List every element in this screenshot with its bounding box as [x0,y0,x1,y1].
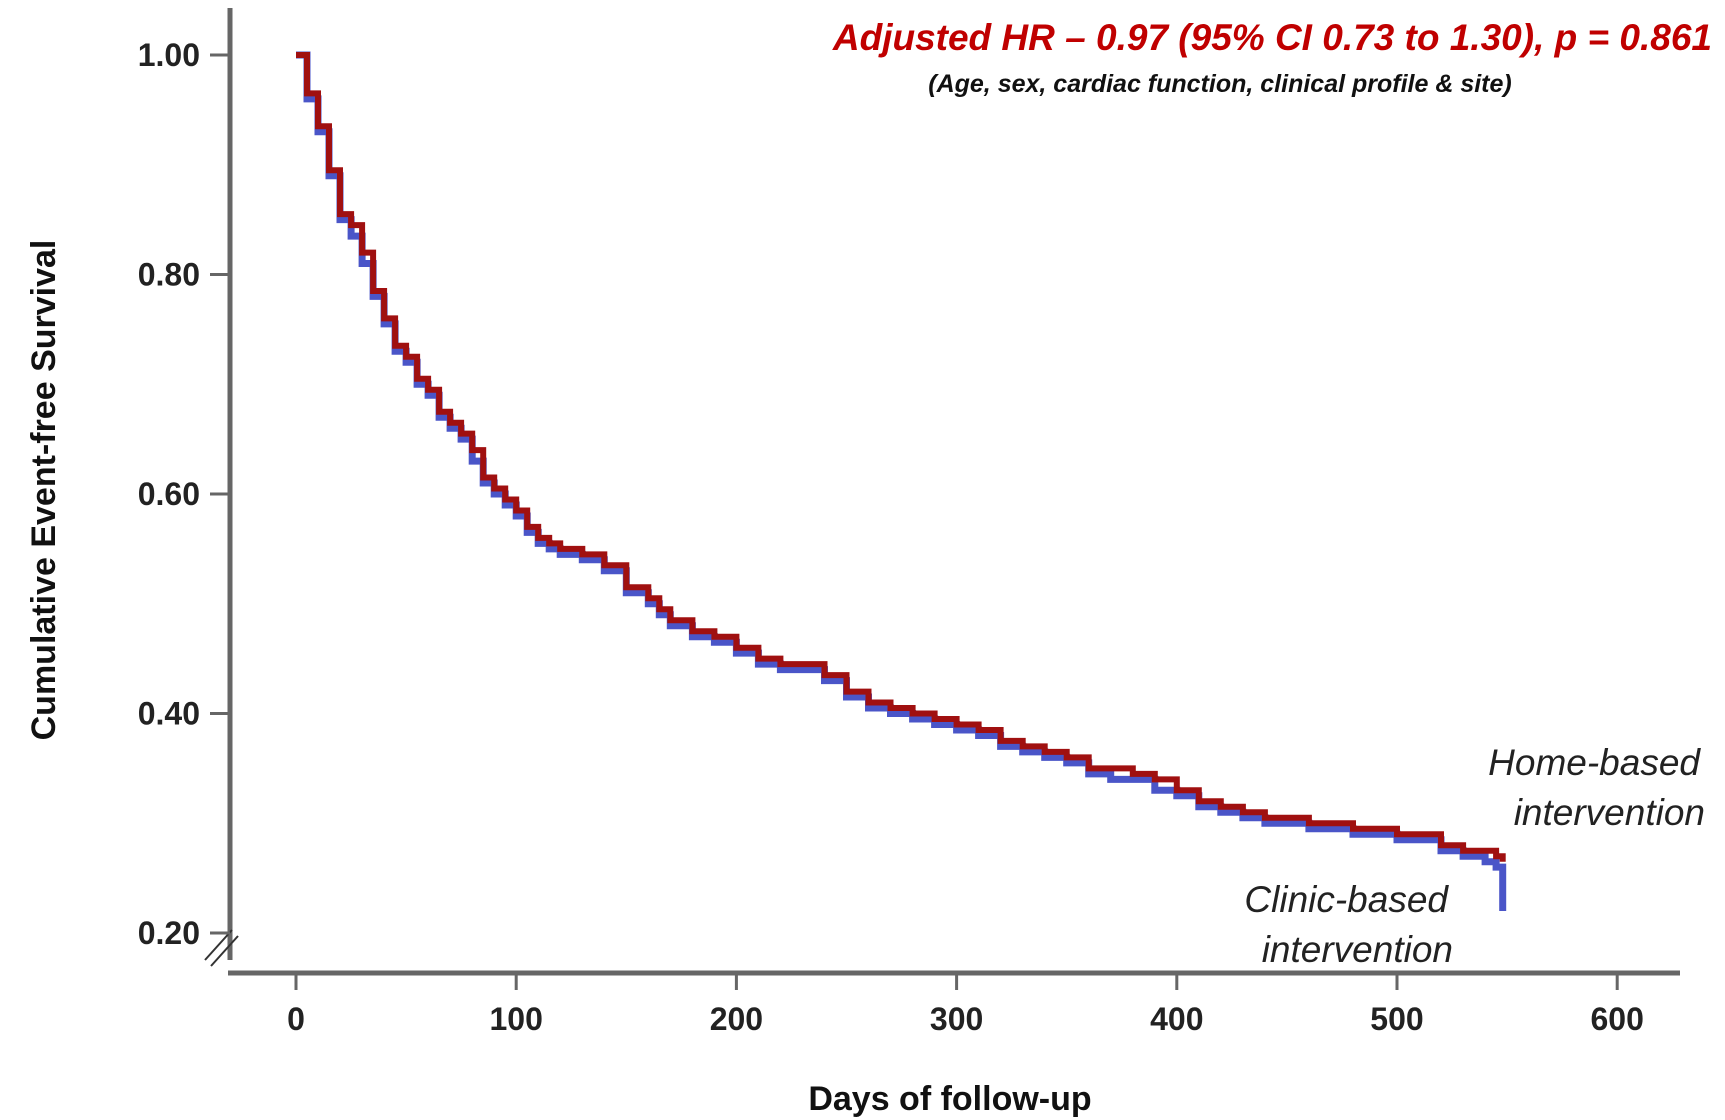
home-survival-curve [296,52,1506,862]
y-tick-label: 0.20 [138,915,200,951]
x-tick-label: 100 [490,1001,543,1037]
y-axis-title: Cumulative Event-free Survival [25,240,63,741]
x-tick-label: 400 [1150,1001,1203,1037]
x-tick-label: 0 [287,1001,305,1037]
hazard-ratio-annotation: Adjusted HR – 0.97 (95% CI 0.73 to 1.30)… [832,17,1712,58]
axis-break-mark [204,929,233,961]
y-tick-label: 0.60 [138,476,200,512]
y-tick-label: 1.00 [138,37,200,73]
adjustment-note: (Age, sex, cardiac function, clinical pr… [928,70,1511,98]
y-axis-ticks: 0.20 0.40 0.60 0.80 1.00 [138,37,230,951]
x-axis-title: Days of follow-up [808,1080,1091,1118]
clinic-series-label-line2: intervention [1262,929,1453,970]
x-tick-label: 200 [710,1001,763,1037]
clinic-survival-curve [296,51,1507,911]
clinic-series-label-line1: Clinic-based [1244,879,1449,920]
x-tick-label: 500 [1370,1001,1423,1037]
home-series-label-line2: intervention [1514,792,1705,833]
x-tick-label: 300 [930,1001,983,1037]
axis-break-mark [210,935,239,967]
y-tick-label: 0.80 [138,257,200,293]
x-tick-label: 600 [1591,1001,1644,1037]
series-lines [296,51,1507,911]
y-tick-label: 0.40 [138,696,200,732]
home-series-label-line1: Home-based [1488,742,1701,783]
x-axis-ticks: 0 100 200 300 400 500 600 [287,973,1644,1037]
